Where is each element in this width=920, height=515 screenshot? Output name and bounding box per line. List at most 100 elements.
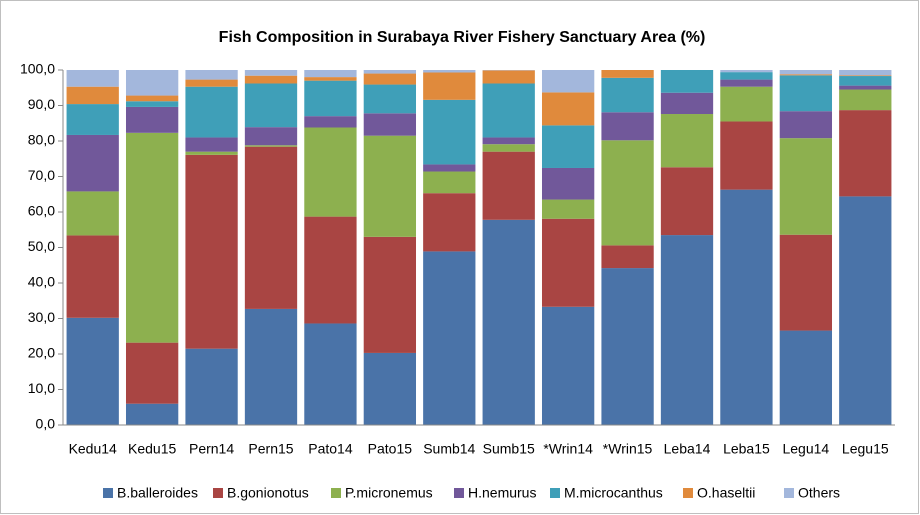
bar-segment bbox=[839, 89, 892, 111]
bar-segment bbox=[185, 137, 238, 152]
bar-segment bbox=[839, 110, 892, 197]
bar-segment bbox=[363, 70, 417, 74]
bar-segment bbox=[720, 121, 773, 190]
legend-label: Others bbox=[798, 485, 840, 501]
bar-segment bbox=[779, 70, 833, 75]
bar-segment bbox=[423, 72, 476, 100]
bar-segment bbox=[423, 251, 476, 425]
bar-segment bbox=[244, 70, 298, 76]
bar-segment bbox=[482, 219, 535, 425]
bar-segment bbox=[363, 236, 417, 353]
bar-segment bbox=[482, 144, 535, 152]
bar-segment bbox=[779, 74, 833, 76]
bar-segment bbox=[779, 234, 833, 331]
x-tick-label: Leba15 bbox=[723, 441, 770, 457]
bar-segment bbox=[363, 135, 417, 237]
bar-segment bbox=[660, 70, 714, 93]
bar-segment bbox=[185, 151, 238, 155]
bar-segment bbox=[304, 216, 357, 324]
bar-segment bbox=[125, 70, 179, 96]
legend-swatch bbox=[103, 488, 113, 498]
bar-segment bbox=[779, 75, 833, 112]
bar-segment bbox=[720, 189, 773, 425]
bar-segment bbox=[839, 76, 892, 86]
bar-segment bbox=[660, 114, 714, 168]
x-tick-label: Pato15 bbox=[368, 441, 413, 457]
x-tick-label: Pern14 bbox=[189, 441, 234, 457]
legend-label: B.balleroides bbox=[117, 485, 198, 501]
bar-segment bbox=[601, 70, 654, 78]
y-tick-label: 20,0 bbox=[28, 345, 55, 361]
y-tick-label: 70,0 bbox=[28, 167, 55, 183]
bar-segment bbox=[66, 104, 119, 135]
bar-segment bbox=[363, 73, 417, 85]
legend-swatch bbox=[213, 488, 223, 498]
x-tick-label: *Wrin14 bbox=[543, 441, 593, 457]
bar-segment bbox=[125, 106, 179, 133]
legend-swatch bbox=[550, 488, 560, 498]
legend-swatch bbox=[784, 488, 794, 498]
bar-segment bbox=[125, 403, 179, 425]
bar-segment bbox=[482, 70, 535, 84]
legend-label: H.nemurus bbox=[468, 485, 536, 501]
bar-segment bbox=[423, 164, 476, 172]
bar-segment bbox=[304, 323, 357, 425]
bar-segment bbox=[185, 154, 238, 349]
y-tick-label: 100,0 bbox=[20, 61, 55, 77]
bar-segment bbox=[304, 80, 357, 117]
bar-segment bbox=[304, 127, 357, 217]
bar-segment bbox=[185, 70, 238, 80]
bar-segment bbox=[541, 199, 595, 219]
bar-segment bbox=[423, 70, 476, 73]
x-tick-label: Legu15 bbox=[842, 441, 889, 457]
chart-title: Fish Composition in Surabaya River Fishe… bbox=[219, 29, 706, 46]
legend-swatch bbox=[331, 488, 341, 498]
legend-swatch bbox=[454, 488, 464, 498]
bar-segment bbox=[601, 140, 654, 246]
bar-segment bbox=[244, 308, 298, 425]
bar-segment bbox=[304, 116, 357, 128]
bar-segment bbox=[839, 75, 892, 77]
bar-segment bbox=[482, 151, 535, 220]
bar-segment bbox=[125, 95, 179, 102]
bar-segment bbox=[779, 330, 833, 425]
y-tick-label: 30,0 bbox=[28, 309, 55, 325]
bar-segment bbox=[244, 75, 298, 84]
bar-segment bbox=[244, 145, 298, 147]
bar-segment bbox=[125, 101, 179, 107]
bar-segment bbox=[482, 83, 535, 138]
bar-segment bbox=[601, 77, 654, 113]
bar-segment bbox=[839, 85, 892, 90]
bar-segment bbox=[779, 138, 833, 235]
legend-label: O.haseltii bbox=[697, 485, 755, 501]
x-tick-label: Kedu14 bbox=[69, 441, 117, 457]
y-tick-label: 80,0 bbox=[28, 132, 55, 148]
bar-segment bbox=[185, 348, 238, 425]
bar-segment bbox=[185, 86, 238, 138]
bar-segment bbox=[720, 79, 773, 87]
bar-segment bbox=[660, 92, 714, 115]
bar-segment bbox=[541, 306, 595, 425]
bar-segment bbox=[185, 79, 238, 87]
legend-label: P.micronemus bbox=[345, 485, 433, 501]
bar-segment bbox=[66, 134, 119, 192]
bar-segment bbox=[66, 191, 119, 236]
bar-segment bbox=[363, 352, 417, 425]
x-tick-label: Legu14 bbox=[782, 441, 829, 457]
y-tick-label: 40,0 bbox=[28, 274, 55, 290]
x-tick-label: Pern15 bbox=[248, 441, 293, 457]
legend-label: B.gonionotus bbox=[227, 485, 309, 501]
bar-segment bbox=[66, 235, 119, 318]
bar-segment bbox=[125, 342, 179, 404]
bar-segment bbox=[423, 171, 476, 194]
bar-segment bbox=[660, 167, 714, 236]
y-tick-label: 10,0 bbox=[28, 380, 55, 396]
bar-segment bbox=[541, 70, 595, 93]
bar-segment bbox=[244, 127, 298, 146]
bar-segment bbox=[779, 111, 833, 139]
y-tick-label: 0,0 bbox=[36, 416, 56, 432]
bar-segment bbox=[363, 113, 417, 136]
bar-segment bbox=[601, 268, 654, 425]
bar-segment bbox=[423, 193, 476, 252]
bar-segment bbox=[660, 235, 714, 425]
